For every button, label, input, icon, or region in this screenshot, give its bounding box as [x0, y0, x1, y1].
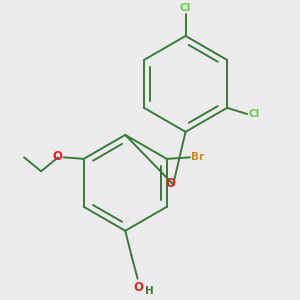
Text: H: H: [146, 286, 154, 296]
Text: O: O: [52, 150, 62, 163]
Text: Br: Br: [191, 152, 204, 162]
Text: Cl: Cl: [180, 3, 191, 13]
Text: Cl: Cl: [249, 109, 260, 119]
Text: O: O: [133, 281, 143, 294]
Text: O: O: [166, 177, 176, 190]
